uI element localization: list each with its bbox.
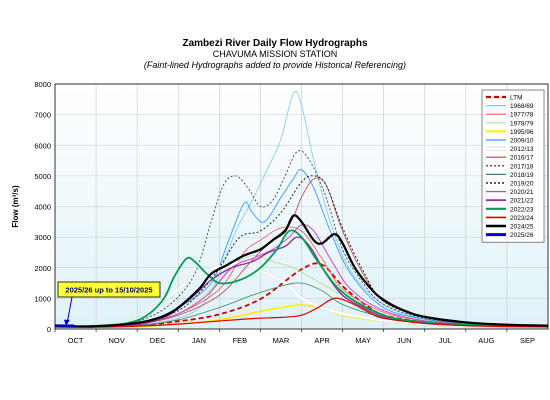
x-tick-label: JUN bbox=[397, 336, 412, 345]
series-line bbox=[54, 150, 549, 327]
y-tick-label: 3000 bbox=[34, 233, 51, 242]
series-line bbox=[54, 229, 549, 328]
legend-label: LTM bbox=[510, 95, 523, 102]
legend: LTM1968/691977/781978/791995/962009/1020… bbox=[481, 89, 545, 243]
plot-frame bbox=[54, 83, 549, 330]
legend-label: 1977/78 bbox=[510, 112, 534, 119]
annotation-arrow bbox=[66, 296, 73, 324]
legend-label: 2018/19 bbox=[510, 172, 534, 179]
legend-label: 2025/26 bbox=[510, 232, 534, 239]
title-block: Zambezi River Daily Flow Hydrographs CHA… bbox=[0, 38, 550, 71]
x-tick-label: SEP bbox=[520, 336, 535, 345]
legend-label: 2017/18 bbox=[510, 163, 534, 170]
x-tick-label: DEC bbox=[150, 336, 166, 345]
series-line bbox=[54, 224, 549, 328]
legend-label: 2016/17 bbox=[510, 155, 534, 162]
x-tick-label: APR bbox=[314, 336, 330, 345]
legend-label: 2023/24 bbox=[510, 215, 534, 222]
chart-subtitle: CHAVUMA MISSION STATION bbox=[212, 49, 338, 59]
y-tick-label: 4000 bbox=[34, 203, 51, 212]
x-tick-label: MAR bbox=[273, 336, 290, 345]
series-line bbox=[54, 175, 549, 328]
y-axis-label: Flow (m³/s) bbox=[11, 185, 20, 228]
y-tick-label: 0 bbox=[47, 325, 51, 334]
axes: 0 1000 2000 3000 4000 5000 6000 7000 8000 OCT NOV D… bbox=[11, 80, 549, 345]
chart-title: Zambezi River Daily Flow Hydrographs bbox=[182, 38, 368, 49]
legend-label: 1968/69 bbox=[510, 103, 534, 110]
y-tick-label: 8000 bbox=[34, 80, 51, 89]
legend-label: 2009/10 bbox=[510, 138, 534, 145]
y-tick-label: 7000 bbox=[34, 111, 51, 120]
legend-label: 2022/23 bbox=[510, 206, 534, 213]
y-tick-label: 2000 bbox=[34, 264, 51, 273]
x-tick-label: FEB bbox=[233, 336, 248, 345]
series-line bbox=[54, 214, 549, 328]
x-tick-label: MAY bbox=[355, 336, 371, 345]
y-tick-label: 6000 bbox=[34, 141, 51, 150]
legend-label: 2012/13 bbox=[510, 146, 534, 153]
x-tick-label: NOV bbox=[108, 336, 124, 345]
legend-label: 1978/79 bbox=[510, 120, 534, 127]
series-line bbox=[54, 297, 549, 328]
x-tick-label: JUL bbox=[439, 336, 452, 345]
annotation-box bbox=[57, 281, 161, 298]
legend-label: 2020/21 bbox=[510, 189, 534, 196]
annotation-arrowhead bbox=[64, 319, 70, 326]
annotation: 2025/26 up to 15/10/2025 bbox=[57, 281, 161, 326]
legend-label: 2024/25 bbox=[510, 224, 534, 231]
annotation-text: 2025/26 up to 15/10/2025 bbox=[65, 286, 152, 295]
y-tick-label: 1000 bbox=[34, 294, 51, 303]
chart-note: (Faint-lined Hydrographs added to provid… bbox=[143, 60, 407, 70]
x-tick-label: AUG bbox=[478, 336, 494, 345]
x-tick-label: OCT bbox=[68, 336, 84, 345]
y-tick-label: 5000 bbox=[34, 172, 51, 181]
series-lines bbox=[54, 90, 549, 329]
legend-label: 1995/96 bbox=[510, 129, 534, 136]
x-tick-label: JAN bbox=[192, 336, 206, 345]
legend-label: 2021/22 bbox=[510, 198, 534, 205]
legend-label: 2019/20 bbox=[510, 181, 534, 188]
